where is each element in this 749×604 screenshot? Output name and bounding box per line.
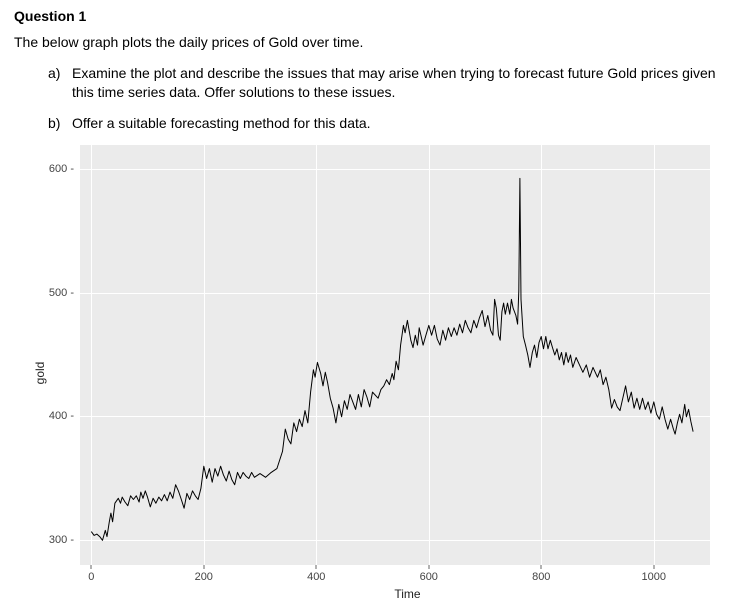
x-tick-label: 600	[420, 565, 438, 583]
question-intro: The below graph plots the daily prices o…	[14, 34, 735, 50]
subquestion-a: a) Examine the plot and describe the iss…	[48, 64, 735, 102]
y-tick-label: 500 -	[49, 287, 80, 299]
subquestion-b: b) Offer a suitable forecasting method f…	[48, 114, 735, 133]
y-axis-label: gold	[33, 361, 47, 384]
x-tick-label: 1000	[642, 565, 666, 583]
subq-letter: b)	[48, 114, 72, 133]
x-tick-label: 800	[532, 565, 550, 583]
chart: gold 300 -400 -500 -600 -020040060080010…	[44, 145, 735, 601]
x-tick-label: 400	[307, 565, 325, 583]
plot-outer: 300 -400 -500 -600 -02004006008001000	[80, 145, 710, 565]
subq-text: Offer a suitable forecasting method for …	[72, 114, 371, 133]
y-tick-label: 600 -	[49, 163, 80, 175]
question-title: Question 1	[14, 8, 735, 24]
subquestion-list: a) Examine the plot and describe the iss…	[48, 64, 735, 133]
subq-letter: a)	[48, 64, 72, 102]
y-tick-label: 400 -	[49, 410, 80, 422]
x-axis-label: Time	[80, 587, 735, 601]
subq-text: Examine the plot and describe the issues…	[72, 64, 735, 102]
y-tick-label: 300 -	[49, 534, 80, 546]
line-series	[80, 145, 710, 565]
x-tick-label: 0	[88, 565, 94, 583]
plot-panel	[80, 145, 710, 565]
x-tick-label: 200	[195, 565, 213, 583]
